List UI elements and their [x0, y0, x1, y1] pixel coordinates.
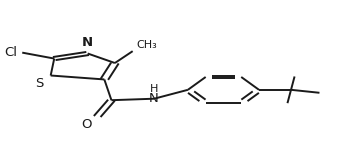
Text: N: N — [149, 92, 159, 105]
Text: CH₃: CH₃ — [136, 40, 157, 50]
Text: S: S — [35, 77, 43, 90]
Text: O: O — [81, 118, 92, 131]
Text: N: N — [82, 36, 93, 49]
Text: Cl: Cl — [4, 46, 17, 59]
Text: H: H — [150, 84, 158, 94]
